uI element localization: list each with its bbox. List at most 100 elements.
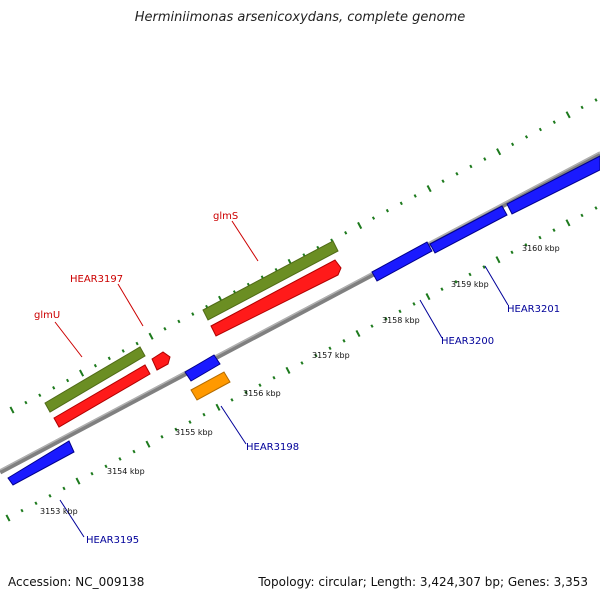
inner-tick [594, 206, 598, 210]
outer-tick [344, 231, 348, 235]
inner-tick [20, 508, 24, 513]
inner-tick [552, 228, 556, 232]
inner-tick-track [5, 206, 598, 522]
tick-label-3153: 3153 kbp [40, 507, 78, 516]
leader-hear3197 [117, 283, 144, 327]
outer-tick [385, 208, 389, 213]
tick-label-3160: 3160 kbp [522, 244, 560, 253]
inner-tick [300, 361, 304, 365]
outer-tick [552, 120, 556, 124]
outer-tick [426, 185, 432, 193]
tick-label-3156: 3156 kbp [243, 389, 281, 398]
leader-hear3200 [419, 299, 443, 339]
label-glms[interactable]: glmS [213, 211, 238, 222]
inner-tick [174, 427, 178, 432]
outer-tick [371, 216, 376, 220]
inner-tick [75, 477, 81, 485]
gene-hear3197[interactable] [151, 351, 171, 371]
gene-orange[interactable] [190, 371, 231, 401]
inner-tick [524, 243, 528, 247]
inner-tick [355, 329, 361, 338]
inner-tick [118, 457, 122, 461]
gene-hear3200-b[interactable] [429, 205, 508, 254]
outer-tick [148, 332, 154, 340]
tick-label-3159: 3159 kbp [451, 280, 489, 289]
inner-tick [230, 398, 234, 402]
inner-tick [538, 235, 542, 240]
gene-hear3198[interactable] [184, 354, 221, 382]
inner-tick [314, 353, 318, 358]
outer-tick [483, 157, 487, 161]
inner-tick [440, 287, 444, 291]
label-hear3201[interactable]: HEAR3201 [507, 304, 560, 315]
outer-tick [580, 105, 584, 110]
label-glmu[interactable]: glmU [34, 310, 60, 321]
inner-tick [34, 501, 38, 506]
outer-tick [565, 111, 571, 119]
outer-tick [524, 135, 529, 139]
inner-tick [48, 494, 52, 498]
inner-tick [160, 435, 164, 439]
label-hear3195[interactable]: HEAR3195 [86, 535, 139, 546]
inner-tick [425, 293, 431, 301]
label-hear3198[interactable]: HEAR3198 [246, 442, 299, 453]
gene-hear3200-a[interactable] [371, 241, 433, 282]
outer-tick [163, 327, 167, 331]
inner-tick [285, 366, 291, 374]
inner-tick [495, 256, 501, 264]
inner-tick [244, 390, 248, 395]
green-feature-track [44, 240, 339, 413]
inner-tick [188, 420, 192, 424]
inner-tick [132, 449, 136, 454]
inner-tick [202, 412, 206, 417]
outer-tick [177, 319, 181, 324]
gene-glms[interactable] [210, 259, 342, 337]
outer-tick [455, 172, 459, 176]
outer-tick [52, 386, 56, 390]
map-title: Herminiimonas arsenicoxydans, complete g… [134, 10, 466, 25]
inner-tick [145, 440, 151, 448]
outer-tick [66, 378, 70, 383]
outer-tick [594, 98, 598, 102]
outer-tick [538, 127, 542, 132]
outer-tick [107, 356, 111, 361]
gene-hear3195[interactable] [7, 440, 75, 486]
inner-tick [328, 346, 332, 351]
gene-hear3201[interactable] [506, 155, 600, 215]
outer-tick [399, 201, 403, 206]
inner-tick [62, 486, 66, 491]
leader-lines [54, 220, 509, 538]
green-feature-glms[interactable] [202, 240, 339, 321]
outer-tick [38, 393, 42, 398]
green-feature-glmu[interactable] [44, 346, 146, 413]
inner-tick [258, 383, 262, 387]
inner-tick [272, 375, 276, 380]
gene-glmu[interactable] [53, 364, 151, 428]
inner-tick [468, 272, 472, 277]
tick-label-3157: 3157 kbp [312, 351, 350, 360]
forward-gene-track [53, 259, 342, 428]
outer-tick [413, 194, 417, 198]
outer-tick-track [9, 98, 598, 414]
inner-tick [482, 265, 486, 269]
outer-tick [121, 349, 125, 353]
inner-tick [510, 250, 514, 255]
inner-tick [5, 514, 11, 522]
inner-tick [454, 280, 458, 284]
outer-tick [357, 221, 363, 230]
inner-tick [398, 309, 402, 314]
outer-tick [93, 363, 97, 368]
tick-label-group: 3153 kbp 3154 kbp 3155 kbp 3156 kbp 3157… [40, 244, 560, 516]
inner-tick [565, 219, 571, 227]
accession-label: Accession: NC_009138 [8, 575, 145, 589]
gene-label-group: glmU HEAR3197 glmS HEAR3195 HEAR3198 HEA… [34, 211, 560, 546]
label-hear3197[interactable]: HEAR3197 [70, 274, 123, 285]
inner-tick [412, 302, 416, 306]
leader-glmu [54, 321, 83, 358]
genome-summary: Topology: circular; Length: 3,424,307 bp… [258, 575, 588, 589]
outer-tick [9, 406, 15, 414]
inner-tick [104, 464, 108, 469]
inner-tick [384, 316, 388, 321]
label-hear3200[interactable]: HEAR3200 [441, 336, 494, 347]
outer-tick [191, 312, 195, 316]
